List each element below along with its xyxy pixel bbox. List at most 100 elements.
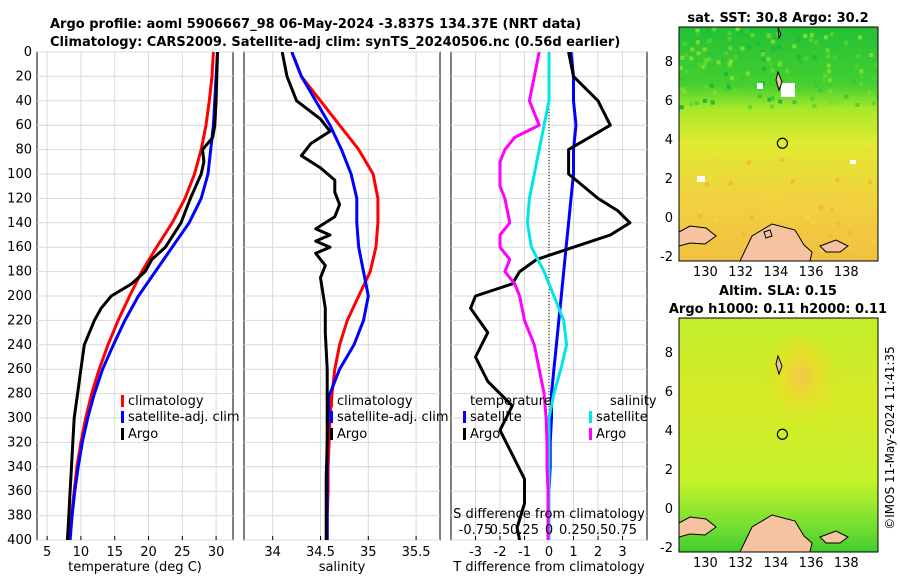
land-west-island bbox=[679, 225, 717, 247]
sst-pixel bbox=[835, 100, 840, 105]
sla-map-panel: Altim. SLA: 0.15 Argo h1000: 0.11 h2000:… bbox=[660, 284, 887, 571]
sst-pixel bbox=[834, 82, 839, 87]
sst-pixel bbox=[690, 47, 695, 52]
sst-pixel bbox=[732, 88, 737, 93]
s-diff-tick-label: 0.5 bbox=[490, 523, 511, 538]
sst-pixel bbox=[830, 208, 834, 213]
sst-pixel bbox=[741, 232, 746, 237]
sst-pixel bbox=[778, 213, 783, 218]
sst-pixel bbox=[727, 36, 732, 41]
salinity-tick-labels: 34 34.5 35 35.5 bbox=[264, 545, 430, 560]
temperature-tick-labels: 5 10 15 20 25 30 bbox=[43, 545, 224, 560]
x-tick-label: 10 bbox=[73, 545, 90, 560]
land-new-guinea bbox=[739, 223, 813, 261]
sst-pixel bbox=[716, 60, 721, 65]
sst-pixel bbox=[860, 203, 865, 208]
s-diff-tick-label: 0.75 bbox=[608, 523, 637, 538]
sst-pixel bbox=[749, 215, 754, 220]
depth-tick-label: 20 bbox=[15, 69, 32, 84]
sst-pixel bbox=[855, 54, 860, 59]
sst-pixel bbox=[847, 230, 852, 235]
sst-pixel bbox=[859, 74, 864, 79]
legend-label-s-satellite: satellite bbox=[596, 410, 648, 425]
sst-pixel bbox=[854, 64, 859, 69]
sst-pixel bbox=[697, 66, 702, 71]
sst-pixel bbox=[696, 55, 701, 60]
sst-pixel bbox=[683, 52, 688, 57]
depth-tick-label: 320 bbox=[7, 435, 32, 450]
legend-label-t-satellite: satellite bbox=[470, 410, 522, 425]
sst-pixel bbox=[830, 170, 835, 175]
map-lon-tick-label: 134 bbox=[763, 265, 788, 280]
temperature-x-label: temperature (deg C) bbox=[68, 560, 202, 575]
sst-pixel bbox=[740, 46, 745, 51]
sst-pixel bbox=[775, 156, 780, 161]
legend-title-temperature: temperature bbox=[470, 394, 552, 409]
sst-pixel bbox=[804, 56, 809, 61]
sst-pixel bbox=[785, 69, 789, 74]
sst-pixel bbox=[695, 32, 700, 37]
depth-tick-label: 400 bbox=[7, 533, 32, 548]
sst-pixel bbox=[761, 52, 766, 56]
depth-tick-label: 0 bbox=[24, 45, 32, 60]
sst-pixel bbox=[867, 74, 872, 79]
x-tick-label: 1 bbox=[569, 545, 577, 560]
legend-label-argo: Argo bbox=[128, 427, 158, 442]
sst-pixel bbox=[712, 27, 717, 32]
sst-pixel bbox=[761, 57, 766, 62]
legend-swatch-satellite bbox=[121, 411, 124, 423]
sst-pixel bbox=[829, 101, 833, 105]
sst-pixel bbox=[832, 55, 837, 60]
sst-map-frame bbox=[678, 26, 879, 262]
legend-swatch-satellite bbox=[330, 411, 333, 423]
temperature-lines bbox=[65, 52, 219, 540]
map-lon-tick-label: 132 bbox=[728, 265, 753, 280]
sst-pixel bbox=[875, 62, 878, 67]
sst-pixel bbox=[870, 75, 875, 80]
land-mid-islet bbox=[775, 70, 783, 92]
sst-pixel bbox=[867, 180, 872, 185]
sst-pixel bbox=[702, 47, 707, 52]
legend-swatch-climatology bbox=[330, 395, 333, 407]
s-diff-tick-label: 0.25 bbox=[510, 523, 539, 538]
sst-pixel bbox=[703, 58, 708, 63]
sst-pixel bbox=[724, 72, 729, 77]
depth-tick-label: 240 bbox=[7, 338, 32, 353]
sla-land bbox=[679, 354, 849, 552]
sst-pixel bbox=[689, 56, 694, 61]
sla-map-tick-labels: 130 132 134 136 138 -2 0 2 4 6 8 bbox=[660, 346, 859, 571]
sst-pixel bbox=[818, 88, 823, 93]
depth-tick-label: 80 bbox=[15, 143, 32, 158]
difference-legend: temperature salinity satellite Argo sate… bbox=[463, 394, 657, 442]
s-difference-tick-labels: -0.750.5 0.25 0 0.25 0.5 0.75 bbox=[459, 523, 637, 538]
sst-pixel bbox=[680, 55, 685, 60]
sst-pixel bbox=[814, 83, 819, 88]
sst-pixel bbox=[739, 29, 744, 34]
depth-tick-label: 280 bbox=[7, 387, 32, 402]
land-mid-islet bbox=[775, 354, 783, 376]
sst-pixel bbox=[746, 160, 751, 165]
sst-pixel bbox=[811, 220, 816, 225]
series-line-s-argo bbox=[498, 52, 550, 540]
s-diff-tick-label: 0.25 bbox=[559, 523, 588, 538]
sst-pixel bbox=[712, 90, 717, 95]
sst-pixel bbox=[761, 66, 766, 71]
land-new-guinea bbox=[739, 514, 813, 552]
x-tick-label: 2 bbox=[594, 545, 602, 560]
sst-pixel bbox=[805, 215, 810, 220]
sst-pixel bbox=[803, 33, 808, 38]
sst-pixel bbox=[714, 157, 719, 162]
sst-pixel bbox=[712, 177, 717, 182]
sst-pixel bbox=[868, 150, 872, 155]
depth-tick-label: 340 bbox=[7, 460, 32, 475]
temperature-panel: 0 20 40 60 80 100 120 140 160 180 200 220 240 260 280 3… bbox=[7, 45, 239, 575]
sst-pixel bbox=[823, 74, 828, 79]
sst-pixel bbox=[760, 49, 765, 54]
sst-field-patches bbox=[679, 27, 878, 254]
depth-tick-label: 200 bbox=[7, 289, 32, 304]
sst-pixel bbox=[826, 54, 830, 58]
sst-pixel bbox=[680, 87, 685, 92]
x-tick-label: 3 bbox=[618, 545, 626, 560]
s-difference-x-label: S difference from climatology bbox=[453, 507, 645, 522]
sst-pixel bbox=[815, 209, 820, 214]
